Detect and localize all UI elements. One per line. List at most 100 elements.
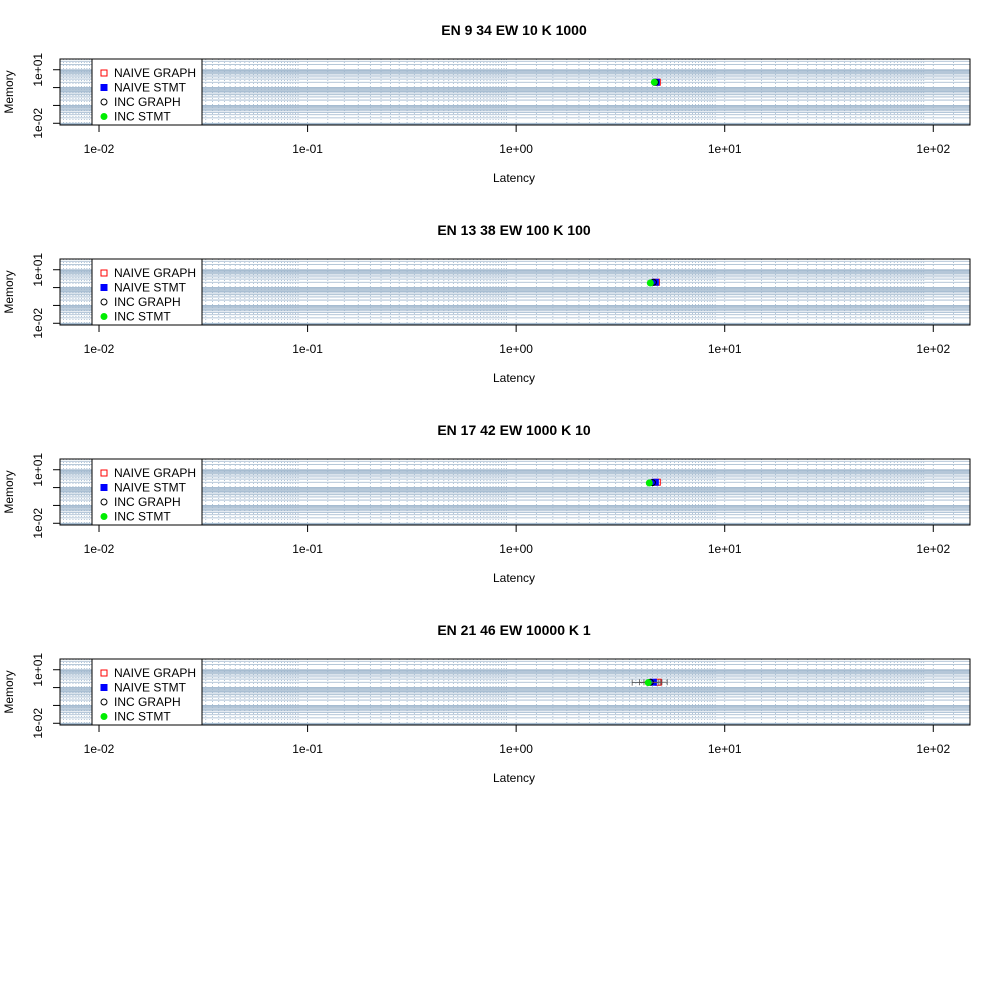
y-axis: 1e-02 1e+01	[31, 53, 61, 139]
y-axis-label: Memory	[2, 470, 16, 513]
x-axis: 1e-02 1e-01 1e+00 1e+01 1e+02	[84, 324, 950, 356]
chart-title: EN 13 38 EW 100 K 100	[437, 222, 591, 238]
legend-entry: INC GRAPH	[114, 495, 181, 509]
chart-panel-1: EN 9 34 EW 10 K 1000 1e-02 1e-01 1e+00 1e+01…	[2, 22, 971, 185]
y-axis-label: Memory	[2, 270, 16, 313]
y-tick-label: 1e-02	[31, 508, 45, 539]
legend-entry: INC STMT	[114, 310, 171, 324]
grid	[59, 258, 971, 326]
x-tick-label: 1e-01	[292, 742, 323, 756]
legend-entry: INC STMT	[114, 110, 171, 124]
legend-entry: NAIVE STMT	[114, 681, 187, 695]
legend-marker	[100, 269, 108, 277]
legend-entry: INC STMT	[114, 710, 171, 724]
legend-marker	[100, 669, 108, 677]
chart-title: EN 17 42 EW 1000 K 10	[437, 422, 591, 438]
y-axis: 1e-02 1e+01	[31, 653, 61, 739]
legend-box	[91, 658, 203, 726]
x-tick-label: 1e+02	[916, 742, 950, 756]
legend-marker	[100, 284, 108, 291]
y-tick-label: 1e-02	[31, 708, 45, 739]
data-point	[644, 679, 652, 687]
y-tick-label: 1e+01	[31, 53, 45, 87]
legend-entry: INC STMT	[114, 510, 171, 524]
legend-box	[91, 258, 203, 326]
x-axis: 1e-02 1e-01 1e+00 1e+01 1e+02	[84, 524, 950, 556]
y-tick-label: 1e-02	[31, 108, 45, 139]
x-axis: 1e-02 1e-01 1e+00 1e+01 1e+02	[84, 124, 950, 156]
series-inc-stmt	[645, 479, 653, 487]
legend-entry: NAIVE GRAPH	[114, 266, 196, 280]
chart-title: EN 21 46 EW 10000 K 1	[437, 622, 591, 638]
x-tick-label: 1e-01	[292, 342, 323, 356]
legend-marker	[100, 469, 108, 477]
x-axis: 1e-02 1e-01 1e+00 1e+01 1e+02	[84, 724, 950, 756]
legend-marker	[100, 498, 108, 506]
chart-panel-3: EN 17 42 EW 1000 K 10 1e-02 1e-01 1e+00 1e+0…	[2, 422, 971, 585]
y-tick-label: 1e+01	[31, 253, 45, 287]
x-tick-label: 1e-02	[84, 342, 115, 356]
y-tick-label: 1e+01	[31, 653, 45, 687]
legend-entry: NAIVE GRAPH	[114, 666, 196, 680]
legend-marker	[100, 713, 108, 720]
legend-entry: INC GRAPH	[114, 95, 181, 109]
grid	[59, 458, 971, 526]
chart-panel-2: EN 13 38 EW 100 K 100 1e-02 1e-01 1e+00 1e+0…	[2, 222, 971, 385]
legend-entry: NAIVE GRAPH	[114, 466, 196, 480]
x-tick-label: 1e-02	[84, 542, 115, 556]
legend-entry: NAIVE STMT	[114, 281, 187, 295]
x-axis-label: Latency	[493, 771, 535, 785]
y-tick-label: 1e-02	[31, 308, 45, 339]
x-tick-label: 1e+02	[916, 142, 950, 156]
x-tick-label: 1e+01	[708, 742, 742, 756]
y-axis: 1e-02 1e+01	[31, 253, 61, 339]
legend-marker	[100, 84, 108, 91]
legend-marker	[100, 513, 108, 520]
legend-marker	[100, 98, 108, 106]
legend-box	[91, 458, 203, 526]
legend-marker	[100, 313, 108, 320]
chart-panel-4: EN 21 46 EW 10000 K 1 1e-02 1e-01 1e+00 1e+0…	[2, 622, 971, 785]
x-tick-label: 1e-02	[84, 142, 115, 156]
legend-entry: NAIVE STMT	[114, 481, 187, 495]
x-tick-label: 1e+01	[708, 342, 742, 356]
legend-marker	[100, 113, 108, 120]
legend-marker	[100, 684, 108, 691]
x-tick-label: 1e+01	[708, 142, 742, 156]
y-axis: 1e-02 1e+01	[31, 453, 61, 539]
series-inc-stmt	[631, 679, 659, 687]
legend-marker	[100, 298, 108, 306]
legend-marker	[100, 698, 108, 706]
data-point	[645, 479, 653, 487]
legend-marker	[100, 69, 108, 77]
y-tick-label: 1e+01	[31, 453, 45, 487]
x-tick-label: 1e+01	[708, 542, 742, 556]
data-point	[646, 279, 654, 287]
legend-entry: INC GRAPH	[114, 295, 181, 309]
legend-entry: NAIVE STMT	[114, 81, 187, 95]
x-tick-label: 1e-01	[292, 542, 323, 556]
legend-entry: NAIVE GRAPH	[114, 66, 196, 80]
x-axis-label: Latency	[493, 171, 535, 185]
x-tick-label: 1e+00	[499, 342, 533, 356]
data-point	[650, 78, 658, 86]
y-axis-label: Memory	[2, 70, 16, 113]
grid	[59, 658, 971, 726]
x-axis-label: Latency	[493, 571, 535, 585]
legend-marker	[100, 484, 108, 491]
x-tick-label: 1e+02	[916, 542, 950, 556]
series-inc-stmt	[650, 78, 658, 86]
x-tick-label: 1e+00	[499, 142, 533, 156]
y-axis-label: Memory	[2, 670, 16, 713]
legend-entry: INC GRAPH	[114, 695, 181, 709]
legend-box	[91, 58, 203, 126]
series-inc-stmt	[646, 279, 654, 287]
x-tick-label: 1e-02	[84, 742, 115, 756]
x-tick-label: 1e-01	[292, 142, 323, 156]
x-tick-label: 1e+00	[499, 742, 533, 756]
